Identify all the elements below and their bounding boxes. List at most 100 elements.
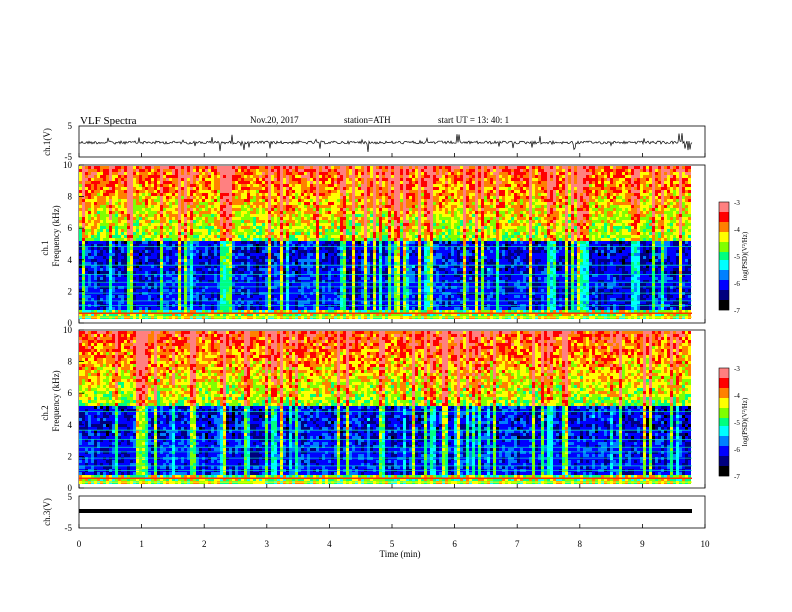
- spec-cell: [100, 277, 103, 280]
- spec-cell: [238, 241, 241, 244]
- spec-cell: [163, 250, 166, 253]
- spec-cell: [157, 178, 160, 181]
- spec-cell: [232, 214, 235, 217]
- spec-cell: [238, 229, 241, 232]
- spec-cell: [208, 172, 211, 175]
- spec-cell: [157, 190, 160, 193]
- spec-cell: [271, 184, 274, 187]
- spec-cell: [259, 175, 262, 178]
- spec-cell: [226, 283, 229, 286]
- spec-cell: [286, 253, 289, 256]
- spec-cell: [205, 253, 208, 256]
- spec-cell: [364, 277, 367, 280]
- spec-cell: [274, 283, 277, 286]
- spec-cell: [109, 244, 112, 247]
- spec-cell: [184, 289, 187, 292]
- spec-cell: [352, 271, 355, 274]
- spec-cell: [352, 184, 355, 187]
- spec-cell: [88, 229, 91, 232]
- spec-cell: [109, 295, 112, 298]
- spec-cell: [172, 193, 175, 196]
- spec-cell: [124, 196, 127, 199]
- spec-cell: [319, 295, 322, 298]
- spec-cell: [271, 241, 274, 244]
- spec-cell: [193, 256, 196, 259]
- spec-cell: [247, 247, 250, 250]
- spec-cell: [295, 262, 298, 265]
- spec-cell: [181, 283, 184, 286]
- spec-cell: [181, 217, 184, 220]
- spec-cell: [91, 286, 94, 289]
- spec-cell: [211, 265, 214, 268]
- spec-cell: [322, 229, 325, 232]
- spec-cell: [343, 208, 346, 211]
- spec-cell: [253, 184, 256, 187]
- spec-cell: [349, 289, 352, 292]
- spec-cell: [289, 172, 292, 175]
- spec-cell: [361, 196, 364, 199]
- spec-cell: [295, 301, 298, 304]
- spec-cell: [112, 190, 115, 193]
- spec-cell: [322, 193, 325, 196]
- spec-cell: [211, 211, 214, 214]
- spec-cell: [142, 241, 145, 244]
- spec-cell: [190, 178, 193, 181]
- spec-cell: [220, 295, 223, 298]
- spec-cell: [175, 208, 178, 211]
- spec-cell: [127, 190, 130, 193]
- spec-cell: [121, 178, 124, 181]
- spec-cell: [130, 211, 133, 214]
- spec-cell: [223, 247, 226, 250]
- spec-cell: [307, 190, 310, 193]
- spec-cell: [169, 172, 172, 175]
- spec-cell: [283, 274, 286, 277]
- spec-cell: [115, 169, 118, 172]
- spec-cell: [91, 202, 94, 205]
- spec-cell: [274, 226, 277, 229]
- spec-cell: [310, 277, 313, 280]
- spec-cell: [256, 232, 259, 235]
- spec-cell: [169, 235, 172, 238]
- spec-cell: [205, 259, 208, 262]
- spec-cell: [202, 265, 205, 268]
- spec-cell: [328, 172, 331, 175]
- spec-cell: [256, 166, 259, 169]
- spec-cell: [364, 250, 367, 253]
- spec-cell: [253, 211, 256, 214]
- spec-cell: [295, 232, 298, 235]
- spec-cell: [265, 259, 268, 262]
- spec-cell: [91, 226, 94, 229]
- spec-cell: [82, 220, 85, 223]
- spec-cell: [361, 211, 364, 214]
- spec-cell: [280, 211, 283, 214]
- spec-cell: [124, 172, 127, 175]
- spec-cell: [235, 223, 238, 226]
- spec-cell: [259, 172, 262, 175]
- spec-cell: [136, 247, 139, 250]
- spec-cell: [133, 289, 136, 292]
- spec-cell: [292, 265, 295, 268]
- spec-cell: [262, 172, 265, 175]
- spec-cell: [130, 259, 133, 262]
- spec-cell: [85, 298, 88, 301]
- spec-cell: [184, 199, 187, 202]
- spec-cell: [181, 196, 184, 199]
- spec-cell: [298, 259, 301, 262]
- spec-cell: [355, 244, 358, 247]
- spec-cell: [253, 193, 256, 196]
- spec-cell: [163, 286, 166, 289]
- spec-cell: [304, 166, 307, 169]
- spec-cell: [91, 280, 94, 283]
- spec-cell: [319, 283, 322, 286]
- spec-cell: [169, 211, 172, 214]
- spec-cell: [322, 172, 325, 175]
- spec-cell: [262, 193, 265, 196]
- spec-cell: [313, 307, 316, 310]
- spec-cell: [340, 169, 343, 172]
- spec-cell: [181, 241, 184, 244]
- spec-cell: [352, 193, 355, 196]
- spec-cell: [208, 256, 211, 259]
- spec-cell: [235, 193, 238, 196]
- spec-cell: [82, 232, 85, 235]
- spec-cell: [124, 229, 127, 232]
